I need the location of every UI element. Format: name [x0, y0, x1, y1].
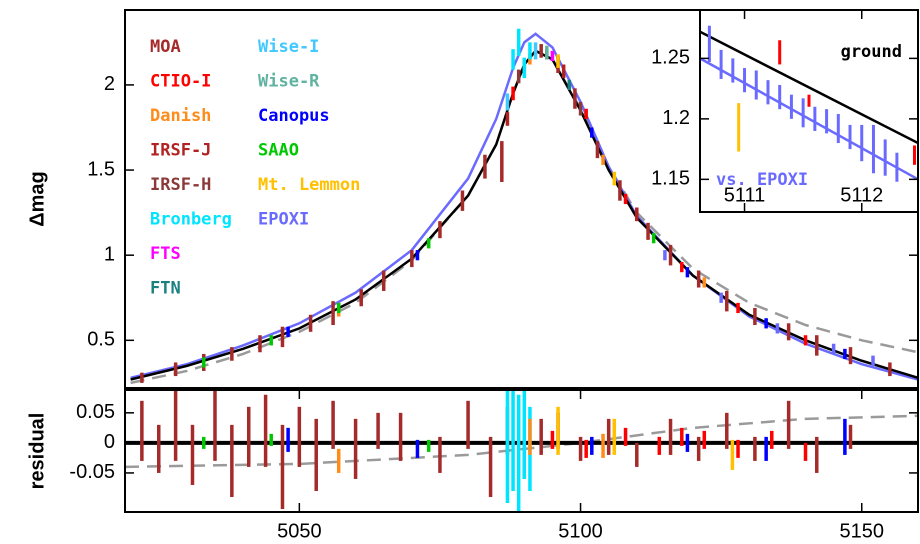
y-tick-label: 0 — [104, 431, 115, 453]
y-axis-label: Δmag — [26, 171, 48, 227]
y-tick-label: 1.5 — [87, 158, 115, 180]
annotation: vs. EPOXI — [716, 170, 808, 190]
legend-entry: Danish — [150, 106, 211, 126]
x-tick-label: 5112 — [840, 184, 883, 206]
y-tick-label: 1.15 — [651, 168, 690, 190]
model-curve — [700, 30, 918, 145]
legend-entry: MOA — [150, 37, 181, 57]
annotation: ground — [841, 42, 902, 62]
legend-entry: EPOXI — [258, 210, 309, 230]
y-tick-label: 2 — [104, 73, 115, 95]
y-tick-label: 0.5 — [87, 329, 115, 351]
panel-background — [125, 390, 918, 512]
legend-entry: Canopus — [258, 106, 330, 126]
y-tick-label: 1 — [104, 243, 115, 265]
plot-area — [700, 25, 918, 182]
model-curve — [130, 49, 918, 385]
x-tick-label: 5150 — [840, 520, 885, 542]
legend-entry: IRSF-H — [150, 175, 211, 195]
legend-entry: Bronberg — [150, 210, 232, 230]
x-tick-label: 5100 — [558, 520, 603, 542]
legend-entry: Wise-I — [258, 37, 319, 57]
model-curve — [700, 57, 918, 181]
panel-background — [700, 10, 918, 212]
x-tick-label: 5111 — [724, 184, 766, 206]
y-tick-label: 0.05 — [76, 401, 115, 423]
y-axis-label: residual — [26, 413, 48, 490]
legend-entry: FTS — [150, 244, 181, 264]
panel: 1.15 1.2 1.25 5111 5112 ground vs. EPOXI — [651, 9, 919, 213]
frame — [699, 9, 919, 213]
legend-entry: IRSF-J — [150, 141, 211, 161]
panel: 0.05 0 -0.05 5050 5100 5150 residual — [26, 389, 919, 542]
legend-entry: CTIO-I — [150, 72, 211, 92]
y-tick-label: 1.2 — [662, 107, 690, 129]
legend-entry: Wise-R — [258, 72, 320, 92]
legend-entry: Mt. Lemmon — [258, 175, 360, 195]
plot-area — [130, 28, 918, 385]
y-tick-label: -0.05 — [69, 461, 115, 483]
y-tick-label: 1.25 — [651, 47, 690, 69]
x-tick-label: 5050 — [277, 520, 322, 542]
frame — [124, 389, 919, 513]
legend-entry: FTN — [150, 279, 181, 299]
legend-entry: SAAO — [258, 141, 299, 161]
model-curve — [125, 414, 918, 469]
